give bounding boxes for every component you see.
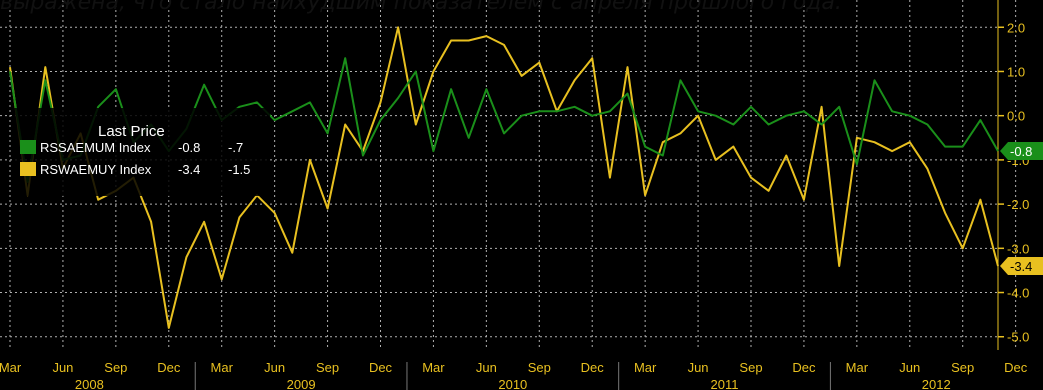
x-tick-label: Mar	[846, 360, 869, 375]
x-tick-label: Dec	[157, 360, 181, 375]
end-tag-label-1: -3.4	[1010, 259, 1032, 274]
end-tag-0	[1000, 142, 1043, 161]
x-year-label: 2011	[711, 377, 739, 390]
x-tick-label: Mar	[211, 360, 234, 375]
y-tick-label: -3.0	[1007, 241, 1029, 256]
x-year-label: 2009	[287, 377, 316, 390]
legend-swatch-0	[20, 140, 36, 154]
x-tick-label: Dec	[581, 360, 605, 375]
legend-title: Last Price	[98, 123, 165, 140]
y-tick-label: 1.0	[1007, 64, 1025, 79]
x-tick-label: Mar	[422, 360, 445, 375]
legend-box	[12, 108, 270, 196]
x-tick-label: Sep	[739, 360, 762, 375]
y-tick-label: 2.0	[1007, 20, 1025, 35]
x-tick-label: Jun	[52, 360, 73, 375]
end-tag-1	[1000, 257, 1043, 275]
x-tick-label: Dec	[792, 360, 816, 375]
legend-last-value-1: -3.4	[178, 162, 200, 177]
y-tick-label: -2.0	[1007, 197, 1029, 212]
x-tick-label: Dec	[369, 360, 393, 375]
y-tick-label: -5.0	[1007, 330, 1029, 345]
end-tags: -0.8 -3.4	[1000, 142, 1043, 275]
x-tick-label: Jun	[688, 360, 709, 375]
legend-second-value-0: -.7	[228, 140, 243, 155]
y-tick-label: 0.0	[1007, 109, 1025, 124]
x-tick-label: Dec	[1004, 360, 1028, 375]
x-year-label: 2012	[922, 377, 951, 390]
x-tick-label: Jun	[264, 360, 285, 375]
x-tick-label: Sep	[528, 360, 551, 375]
x-tick-label: Mar	[0, 360, 22, 375]
legend-last-value-0: -0.8	[178, 140, 200, 155]
legend-swatch-1	[20, 162, 36, 176]
x-tick-label: Sep	[104, 360, 127, 375]
x-tick-label: Mar	[634, 360, 657, 375]
x-tick-label: Sep	[951, 360, 974, 375]
x-year-label: 2008	[75, 377, 104, 390]
x-tick-label: Jun	[899, 360, 920, 375]
caption-text: выражена, что стало наихудшим показателе…	[0, 0, 842, 15]
x-tick-label: Sep	[316, 360, 339, 375]
legend-series-name-1: RSWAEMUY Index	[40, 162, 152, 177]
y-tick-label: -4.0	[1007, 286, 1029, 301]
series-line-1	[9, 26, 999, 329]
end-tag-label-0: -0.8	[1010, 144, 1032, 159]
legend-second-value-1: -1.5	[228, 162, 250, 177]
legend-series-name-0: RSSAEMUM Index	[40, 140, 151, 155]
x-tick-label: Jun	[476, 360, 497, 375]
x-year-label: 2010	[498, 377, 527, 390]
